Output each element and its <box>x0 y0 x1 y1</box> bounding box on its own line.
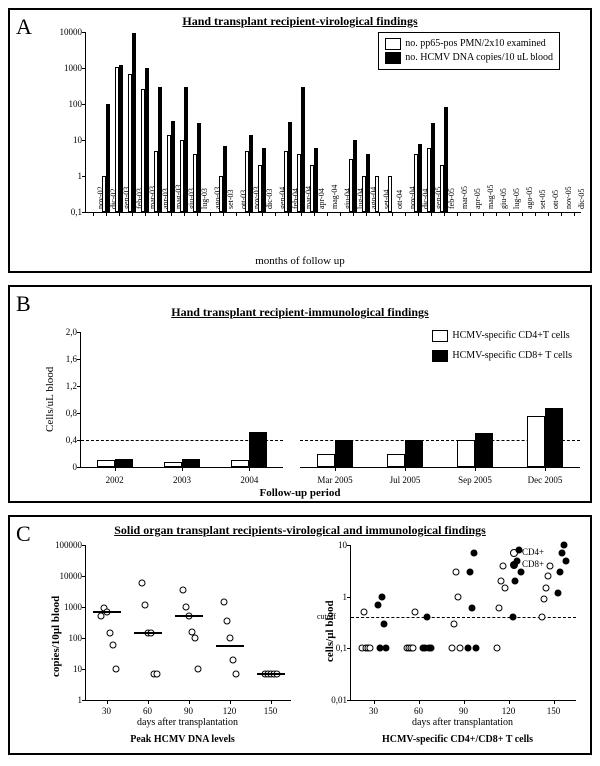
swatch-cd8 <box>510 561 518 569</box>
panel-c-right-subtitle: HCMV-specific CD4+/CD8+ T cells <box>330 734 585 745</box>
panel-b-xlabel: Follow-up period <box>10 487 590 499</box>
panel-b: B Hand transplant recipient-immunologica… <box>8 285 592 503</box>
panel-a-xlabel: months of follow up <box>10 255 590 267</box>
panel-c-left-plot: 110100100010000100000306090120150 <box>85 545 291 701</box>
panel-a: A Hand transplant recipient-virological … <box>8 8 592 273</box>
figure: A Hand transplant recipient-virological … <box>0 0 600 766</box>
legend-cd4: CD4+ <box>522 547 544 559</box>
panel-b-plot1: 00,40,81,21,62,0200220032004 <box>80 332 283 468</box>
panel-c-left-ylabel: copies/10µl blood <box>50 596 62 677</box>
panel-b-plot2: Mar 2005Jul 2005Sep 2005Dec 2005 <box>300 332 580 468</box>
panel-c-title: Solid organ transplant recipients-virolo… <box>10 523 590 538</box>
panel-c-right-legend: CD4+ CD8+ <box>510 547 544 570</box>
panel-b-ylabel: Cells/uL blood <box>44 367 56 432</box>
legend-cd8: CD8+ <box>522 559 544 571</box>
swatch-cd4 <box>510 549 518 557</box>
panel-a-title: Hand transplant recipient-virological fi… <box>10 14 590 29</box>
panel-c: C Solid organ transplant recipients-viro… <box>8 515 592 755</box>
panel-b-title: Hand transplant recipient-immunological … <box>10 305 590 320</box>
panel-c-left-xlabel: days after transplantation <box>85 717 290 728</box>
panel-c-left-subtitle: Peak HCMV DNA levels <box>55 734 310 745</box>
panel-c-right-ylabel: cells/µl blood <box>324 600 336 662</box>
panel-a-plot: 0,1110100100010000nov-02dic-02gen-03feb-… <box>85 32 581 213</box>
panel-c-right-xlabel: days after transplantation <box>350 717 575 728</box>
